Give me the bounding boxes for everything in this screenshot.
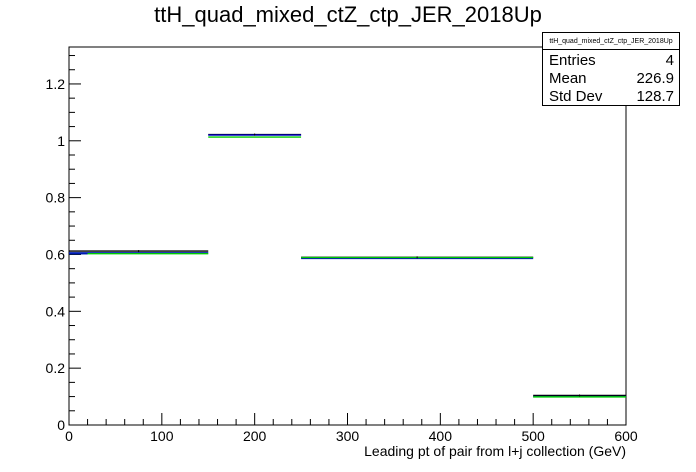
y-tick-label: 0.4 bbox=[46, 303, 66, 319]
stats-entries-label: Entries bbox=[549, 52, 596, 69]
stats-entries-row: Entries 4 bbox=[549, 52, 674, 70]
x-tick-label: 600 bbox=[614, 428, 638, 444]
chart-title: ttH_quad_mixed_ctZ_ctp_JER_2018Up bbox=[154, 2, 542, 27]
y-tick-label: 1 bbox=[57, 133, 65, 149]
y-tick-label: 0 bbox=[57, 417, 65, 433]
histogram-marks bbox=[69, 133, 626, 398]
y-tick-label: 0.2 bbox=[46, 360, 66, 376]
x-tick-label: 100 bbox=[150, 428, 174, 444]
x-tick-label: 0 bbox=[65, 428, 73, 444]
x-tick-label: 200 bbox=[243, 428, 267, 444]
axes bbox=[68, 46, 627, 426]
stats-stddev-row: Std Dev 128.7 bbox=[549, 88, 674, 106]
y-tick-label: 1.2 bbox=[46, 76, 66, 92]
stats-stddev-value: 128.7 bbox=[636, 88, 674, 105]
x-tick-label: 400 bbox=[429, 428, 453, 444]
stats-mean-value: 226.9 bbox=[636, 70, 674, 87]
stats-mean-row: Mean 226.9 bbox=[549, 70, 674, 88]
stats-box-title: ttH_quad_mixed_ctZ_ctp_JER_2018Up bbox=[543, 33, 679, 50]
x-axis-label: Leading pt of pair from l+j collection (… bbox=[364, 443, 626, 459]
stats-stddev-label: Std Dev bbox=[549, 88, 603, 105]
y-tick-label: 0.6 bbox=[46, 246, 66, 262]
x-tick-label: 500 bbox=[521, 428, 545, 444]
stats-entries-value: 4 bbox=[665, 52, 674, 69]
x-tick-label: 300 bbox=[336, 428, 360, 444]
stats-box: ttH_quad_mixed_ctZ_ctp_JER_2018Up Entrie… bbox=[542, 32, 680, 106]
axis-labels: 0 100 200 300 400 500 600 0 0.2 0.4 0.6 0.8 1 1.2 Lead… bbox=[46, 76, 638, 459]
stats-mean-label: Mean bbox=[549, 70, 587, 87]
y-tick-label: 0.8 bbox=[46, 190, 66, 206]
